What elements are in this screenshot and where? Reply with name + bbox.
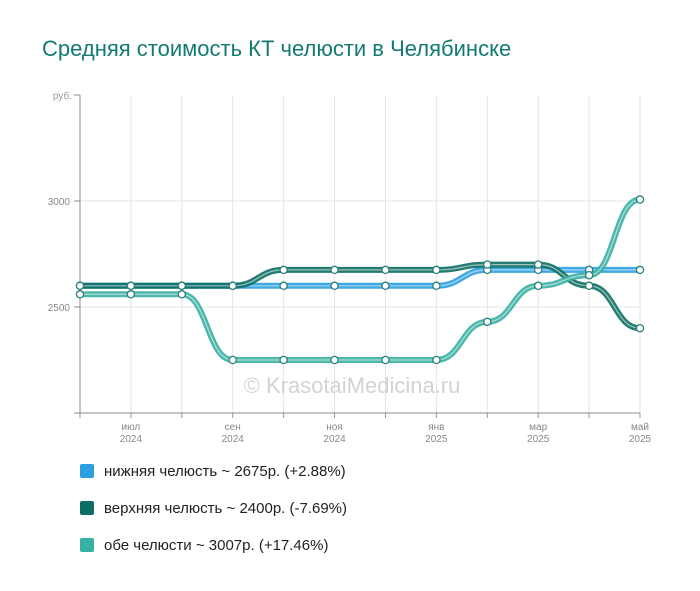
series-line-both-jaws: [77, 196, 643, 363]
watermark: © KrasotaiMedicina.ru: [244, 373, 461, 398]
data-point-both-jaws: [432, 355, 441, 365]
legend-label: обе челюсти ~ 3007р. (+17.46%): [104, 536, 329, 554]
data-point-upper-jaw: [228, 281, 237, 291]
x-tick-label-month: май: [631, 422, 649, 433]
x-tick-label-year: 2024: [222, 434, 245, 445]
data-point-upper-jaw: [483, 260, 492, 269]
data-point-both-jaws: [635, 195, 645, 204]
data-point-both-jaws: [483, 317, 492, 327]
x-tick-label-month: мар: [529, 422, 547, 433]
x-tick-label-month: июл: [122, 422, 141, 433]
data-point-lower-jaw: [432, 281, 441, 291]
legend-swatch: [80, 501, 94, 515]
x-tick-label-year: 2024: [120, 434, 143, 445]
y-tick-label: 3000: [48, 197, 71, 208]
data-point-both-jaws: [75, 290, 85, 299]
y-axis-unit: руб.: [53, 90, 72, 102]
data-point-both-jaws: [381, 355, 390, 365]
data-point-lower-jaw: [381, 281, 390, 291]
x-tick-label-year: 2025: [425, 434, 448, 445]
data-point-both-jaws: [126, 290, 136, 299]
x-tick-label-month: сен: [225, 422, 241, 433]
legend-label: верхняя челюсть ~ 2400р. (-7.69%): [104, 499, 348, 517]
y-tick-label: 2500: [48, 303, 71, 314]
data-point-upper-jaw: [533, 260, 543, 269]
data-point-upper-jaw: [432, 265, 441, 275]
data-point-both-jaws: [279, 355, 288, 365]
data-point-both-jaws: [330, 355, 339, 365]
x-tick-label-month: янв: [428, 422, 444, 433]
data-point-upper-jaw: [279, 265, 288, 275]
series-line-highlight-both-jaws: [79, 198, 641, 361]
chart-title: Средняя стоимость КТ челюсти в Челябинск…: [42, 36, 512, 61]
x-tick-label-year: 2025: [527, 434, 550, 445]
data-point-upper-jaw: [584, 281, 594, 291]
legend-item-both-jaws: обе челюсти ~ 3007р. (+17.46%): [80, 536, 347, 554]
data-point-upper-jaw: [126, 281, 136, 291]
line-chart: руб.25003000июл2024сен2024ноя2024янв2025…: [48, 90, 652, 445]
x-tick-label-year: 2025: [629, 434, 652, 445]
legend-swatch: [80, 464, 94, 478]
x-tick-label-year: 2024: [323, 434, 346, 445]
data-point-upper-jaw: [177, 281, 187, 291]
legend-item-lower-jaw: нижняя челюсть ~ 2675р. (+2.88%): [80, 462, 347, 480]
data-point-both-jaws: [177, 290, 187, 299]
x-tick-label-month: ноя: [326, 422, 343, 433]
data-point-upper-jaw: [635, 323, 645, 333]
legend-item-upper-jaw: верхняя челюсть ~ 2400р. (-7.69%): [80, 499, 347, 517]
data-point-both-jaws: [584, 270, 594, 280]
legend-label: нижняя челюсть ~ 2675р. (+2.88%): [104, 462, 346, 480]
data-point-lower-jaw: [279, 281, 288, 291]
data-point-upper-jaw: [75, 281, 85, 291]
data-point-both-jaws: [228, 355, 237, 365]
data-point-upper-jaw: [330, 265, 339, 275]
data-point-lower-jaw: [635, 265, 645, 275]
data-point-upper-jaw: [381, 265, 390, 275]
data-point-both-jaws: [533, 281, 543, 291]
data-point-lower-jaw: [330, 281, 339, 291]
legend-swatch: [80, 538, 94, 552]
chart-legend: нижняя челюсть ~ 2675р. (+2.88%) верхняя …: [80, 462, 347, 573]
